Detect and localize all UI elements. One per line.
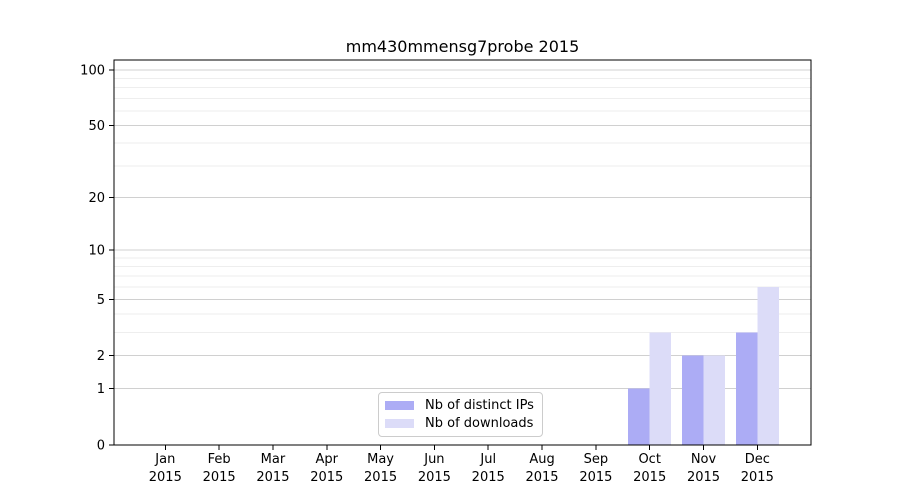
bar-distinct-ips-dec — [735, 332, 758, 445]
series-distinct-ips — [628, 332, 758, 445]
y-gridlines-minor — [114, 77, 811, 333]
y-tick-label: 100 — [80, 63, 105, 78]
y-tick-label: 1 — [97, 382, 105, 397]
x-tick-label: Jun 2015 — [418, 452, 451, 485]
bar-downloads-oct — [649, 332, 672, 445]
x-tick-label: Apr 2015 — [310, 452, 343, 485]
x-tick-label: Oct 2015 — [633, 452, 666, 485]
legend-label-downloads: Nb of downloads — [425, 416, 534, 431]
legend-label-distinct-ips: Nb of distinct IPs — [425, 398, 534, 413]
y-tick-label: 50 — [88, 119, 105, 134]
y-gridlines-major — [114, 69, 811, 390]
x-tick-label: Jul 2015 — [472, 452, 505, 485]
x-tick-label: Jan 2015 — [149, 452, 182, 485]
legend-item-downloads: Nb of downloads — [385, 416, 534, 431]
series-downloads — [649, 286, 779, 445]
legend: Nb of distinct IPs Nb of downloads — [378, 392, 543, 437]
x-tick-label: Mar 2015 — [256, 452, 289, 485]
legend-swatch-distinct-ips — [385, 401, 414, 410]
x-tick-label: Aug 2015 — [525, 452, 558, 485]
chart-title: mm430mmensg7probe 2015 — [345, 37, 580, 56]
x-tick-label: Feb 2015 — [203, 452, 236, 485]
axes-frame — [113, 59, 812, 446]
x-tick-label: May 2015 — [364, 452, 397, 485]
bar-distinct-ips-nov — [682, 355, 704, 445]
y-tick-label: 5 — [97, 293, 105, 308]
x-tick-label: Sep 2015 — [579, 452, 612, 485]
x-axis-ticks: Jan 2015 Feb 2015 Mar 2015 Apr 2015 May 2015 Jun 20… — [149, 445, 774, 485]
y-tick-label: 0 — [97, 439, 105, 454]
y-axis-ticks: 0 1 2 5 10 20 50 100 — [80, 63, 114, 454]
y-tick-label: 10 — [88, 244, 105, 259]
bar-distinct-ips-oct — [628, 388, 650, 445]
bar-downloads-nov — [703, 355, 725, 445]
legend-swatch-downloads — [385, 419, 414, 428]
y-tick-label: 20 — [88, 191, 105, 206]
legend-item-distinct-ips: Nb of distinct IPs — [385, 398, 534, 413]
x-tick-label: Dec 2015 — [741, 452, 774, 485]
x-tick-label: Nov 2015 — [687, 452, 720, 485]
y-tick-label: 2 — [97, 349, 105, 364]
bar-downloads-dec — [757, 286, 779, 445]
